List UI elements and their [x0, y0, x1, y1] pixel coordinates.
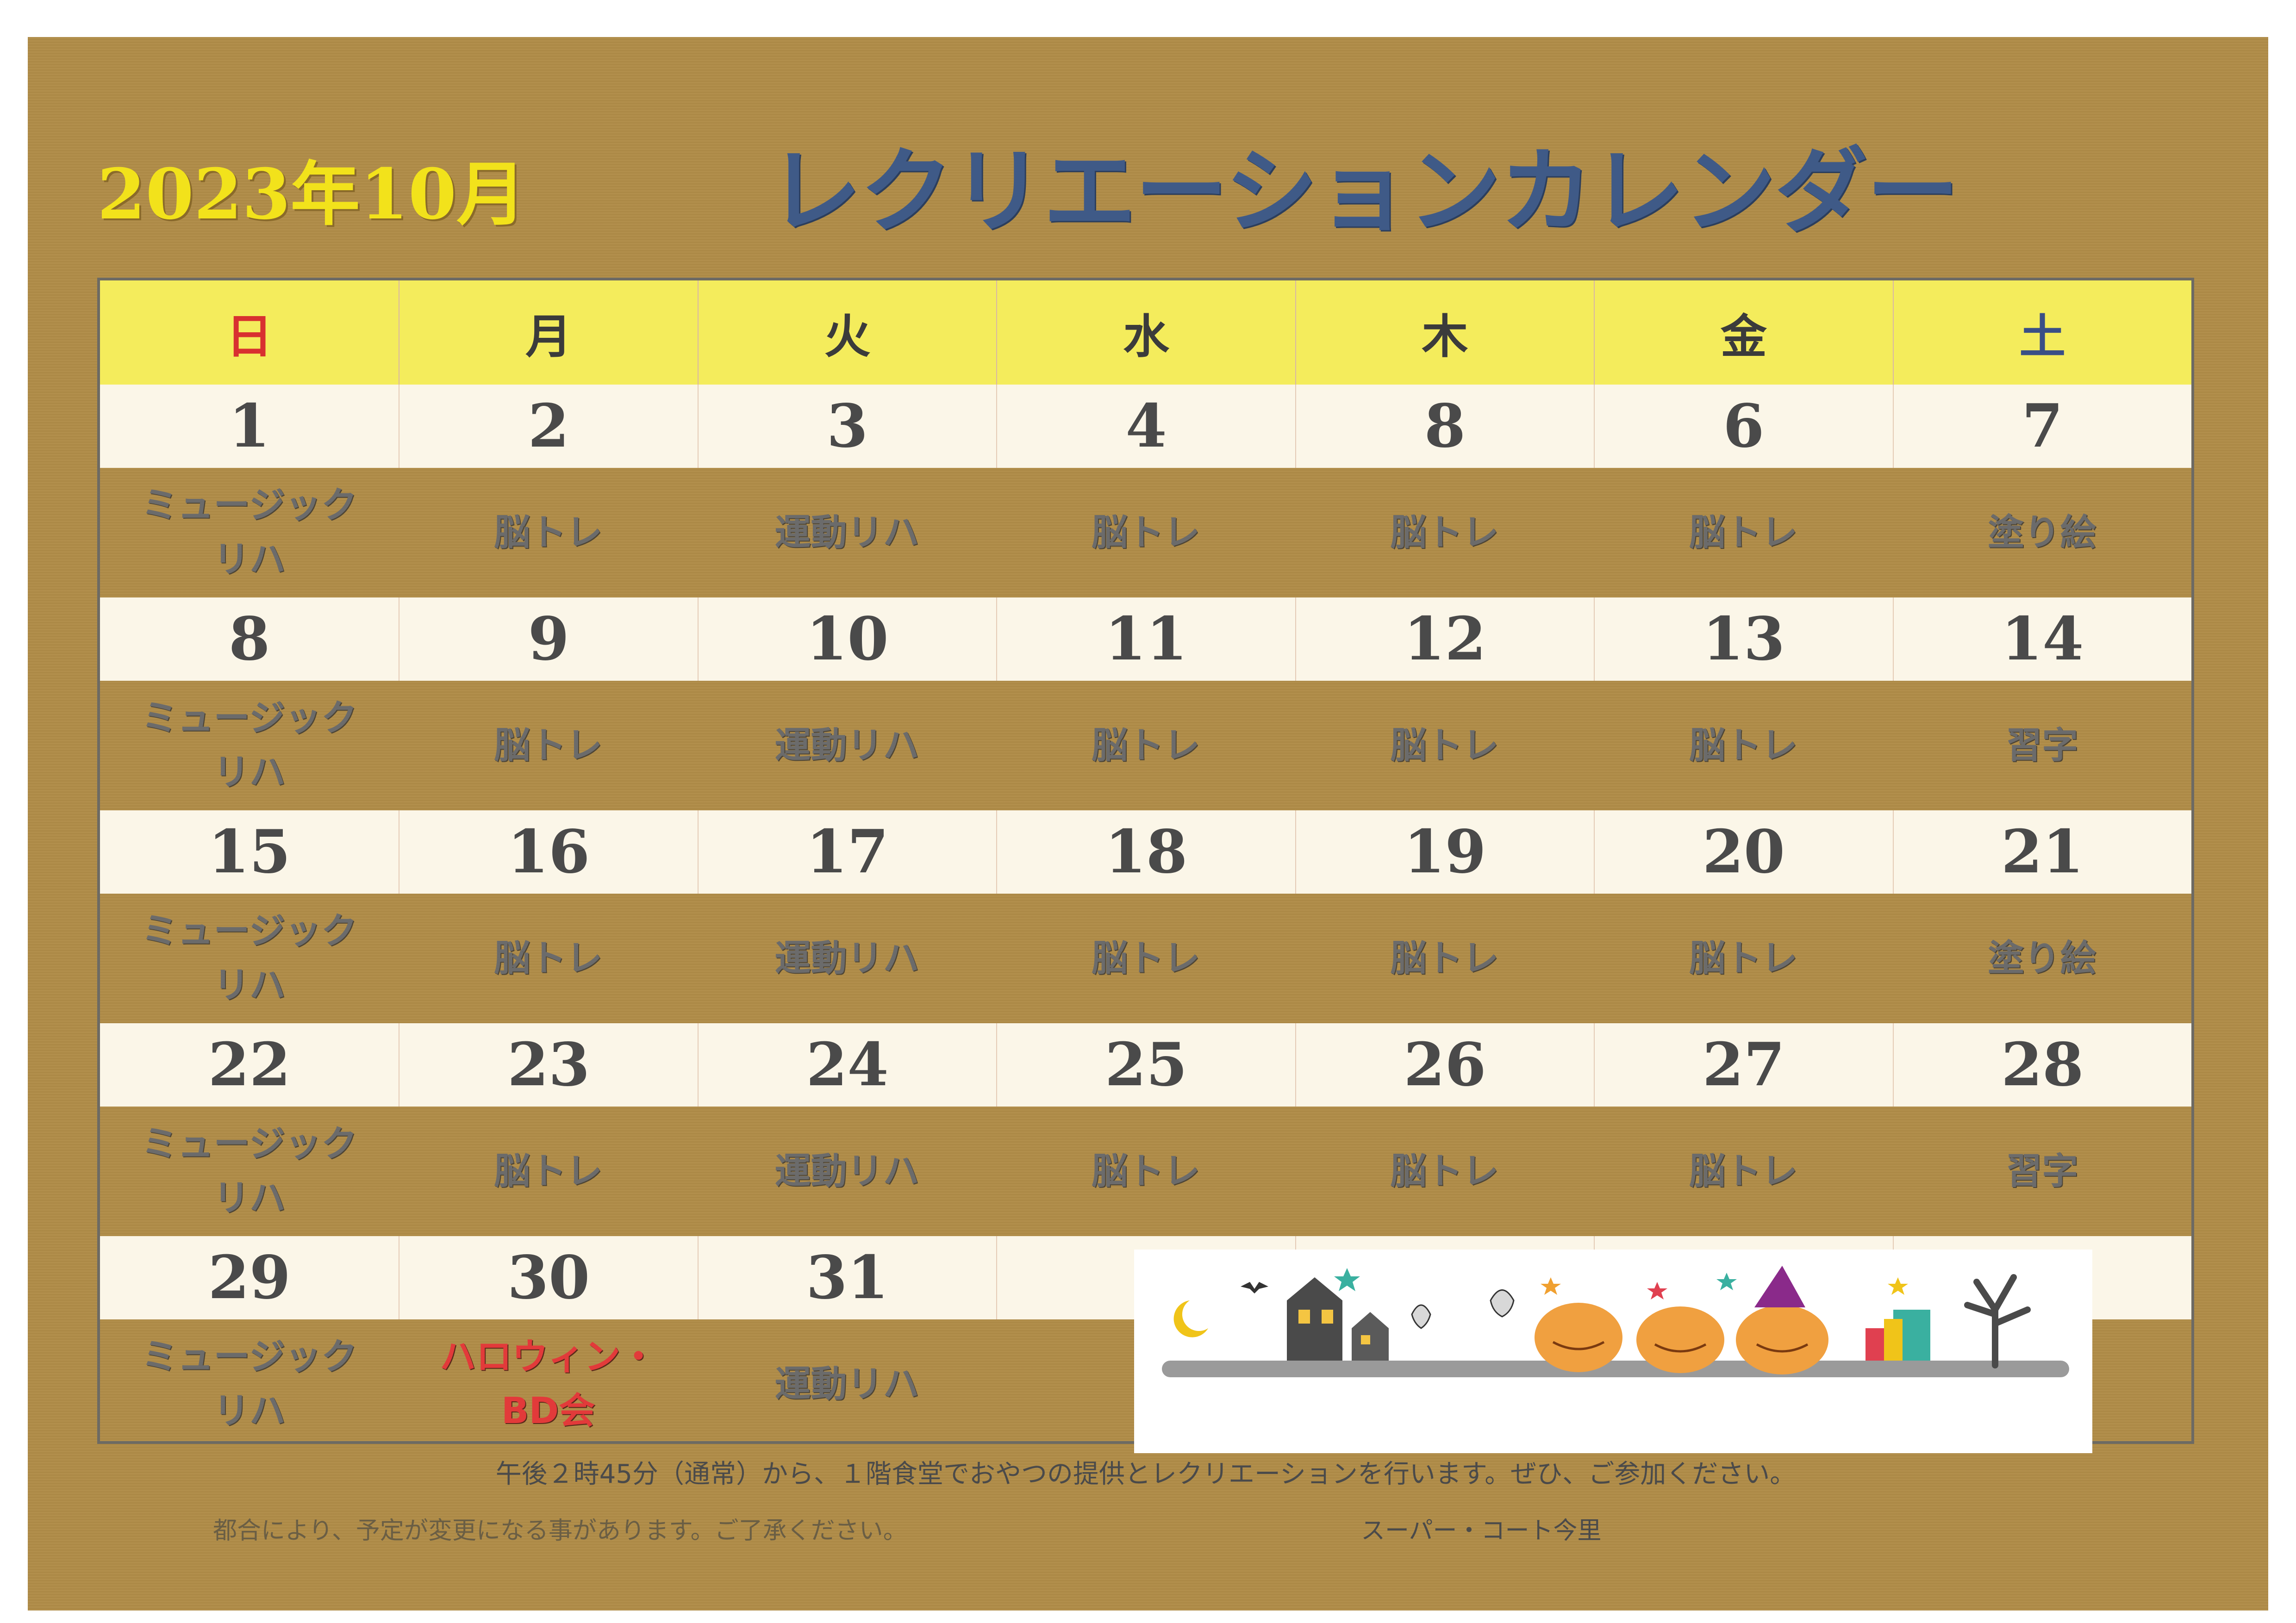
- activity-cell: 脳トレ: [1390, 511, 1499, 553]
- calendar-grid: 日 月 火 水 木 金 土 1 2 3 4 8 6 7 ミュージック リハ 脳トレ 運動リハ 脳トレ…: [97, 278, 2194, 1444]
- weekday-thu: 木: [1295, 280, 1594, 385]
- weekday-tue: 火: [697, 280, 996, 385]
- activity-cell: 脳トレ: [494, 937, 603, 979]
- activity-cell: 脳トレ: [1091, 1150, 1200, 1192]
- activity-cell: 習字: [2006, 724, 2078, 766]
- weekday-mon: 月: [399, 280, 697, 385]
- halloween-scene-icon: [1134, 1250, 2092, 1453]
- date-cell: [996, 1236, 1295, 1319]
- activity-row: ミュージック リハ 脳トレ 運動リハ 脳トレ 脳トレ 脳トレ 習字: [100, 1107, 2191, 1236]
- activity-row: ミュージック リハ ハロウィン・ BD会 運動リハ: [100, 1319, 2191, 1449]
- date-cell: 1: [229, 392, 270, 461]
- date-cell: 8: [229, 604, 270, 674]
- date-cell: 8: [1295, 385, 1594, 468]
- date-cell: 19: [1295, 810, 1594, 894]
- activity-cell: 運動リハ: [774, 1363, 919, 1405]
- date-cell: 10: [697, 597, 996, 681]
- activity-cell: 脳トレ: [1689, 937, 1797, 979]
- date-cell: 26: [1295, 1023, 1594, 1107]
- weekday-fri: 金: [1594, 280, 1892, 385]
- date-row: 15 16 17 18 19 20 21: [100, 810, 2191, 894]
- date-cell: 23: [399, 1023, 697, 1107]
- date-cell: 29: [208, 1243, 291, 1312]
- activity-cell: 脳トレ: [494, 1150, 603, 1192]
- title-main: レクリエーションカレンダー: [768, 138, 1959, 246]
- date-cell: 15: [208, 817, 291, 887]
- title-year-month: 2023年10月: [97, 154, 526, 235]
- date-cell: 24: [697, 1023, 996, 1107]
- date-cell: 2: [399, 385, 697, 468]
- date-cell: 4: [996, 385, 1295, 468]
- date-cell: 18: [996, 810, 1295, 894]
- activity-cell: 運動リハ: [774, 511, 919, 553]
- date-cell: 9: [399, 597, 697, 681]
- halloween-illustration: [1134, 1250, 2092, 1453]
- activity-cell: 脳トレ: [1091, 937, 1200, 979]
- activity-cell: ミュージック リハ: [141, 1336, 357, 1432]
- date-cell: 6: [1594, 385, 1892, 468]
- activity-row: ミュージック リハ 脳トレ 運動リハ 脳トレ 脳トレ 脳トレ 塗り絵: [100, 894, 2191, 1023]
- date-cell: 31: [697, 1236, 996, 1319]
- activity-cell: ミュージック リハ: [141, 1123, 357, 1219]
- footer-organization: スーパー・コート今里: [1361, 1517, 1602, 1545]
- footer-change-note: 都合により、予定が変更になる事があります。ご了承ください。: [213, 1517, 907, 1545]
- activity-cell: ミュージック リハ: [141, 697, 357, 793]
- date-cell: 21: [1892, 810, 2191, 894]
- date-cell: 13: [1594, 597, 1892, 681]
- activity-cell: ミュージック リハ: [141, 910, 357, 1006]
- activity-row: ミュージック リハ 脳トレ 運動リハ 脳トレ 脳トレ 脳トレ 習字: [100, 681, 2191, 810]
- weekday-sun: 日: [226, 310, 273, 364]
- date-cell: 16: [399, 810, 697, 894]
- date-cell: 27: [1594, 1023, 1892, 1107]
- weekday-wed: 水: [996, 280, 1295, 385]
- activity-cell: ハロウィン・ BD会: [440, 1336, 657, 1432]
- activity-cell: 運動リハ: [774, 937, 919, 979]
- activity-cell: 脳トレ: [1689, 724, 1797, 766]
- activity-cell: 習字: [2006, 1150, 2078, 1192]
- activity-cell: 脳トレ: [1390, 1150, 1499, 1192]
- activity-cell: 運動リハ: [774, 1150, 919, 1192]
- activity-cell: 脳トレ: [1390, 937, 1499, 979]
- date-cell: 11: [996, 597, 1295, 681]
- activity-cell: 脳トレ: [494, 511, 603, 553]
- weekday-sat: 土: [1892, 280, 2191, 385]
- activity-cell: ミュージック リハ: [141, 485, 357, 580]
- activity-cell: 脳トレ: [1091, 511, 1200, 553]
- activity-cell: 塗り絵: [1988, 511, 2096, 553]
- date-cell: 3: [697, 385, 996, 468]
- date-cell: 30: [399, 1236, 697, 1319]
- date-cell: 12: [1295, 597, 1594, 681]
- footer-notice: 午後２時45分（通常）から、１階食堂でおやつの提供とレクリエーションを行います。…: [495, 1459, 1796, 1489]
- date-cell: 17: [697, 810, 996, 894]
- date-cell: 20: [1594, 810, 1892, 894]
- activity-cell: 脳トレ: [1689, 1150, 1797, 1192]
- date-cell: 28: [1892, 1023, 2191, 1107]
- date-row: 8 9 10 11 12 13 14: [100, 597, 2191, 681]
- date-cell: 25: [996, 1023, 1295, 1107]
- date-row: 22 23 24 25 26 27 28: [100, 1023, 2191, 1107]
- activity-cell: 運動リハ: [774, 724, 919, 766]
- date-cell: 7: [1892, 385, 2191, 468]
- date-cell: 14: [1892, 597, 2191, 681]
- activity-cell: 脳トレ: [1091, 724, 1200, 766]
- activity-cell: 脳トレ: [1390, 724, 1499, 766]
- activity-cell: 脳トレ: [494, 724, 603, 766]
- activity-cell: 脳トレ: [1689, 511, 1797, 553]
- weekday-header-row: 日 月 火 水 木 金 土: [100, 280, 2191, 385]
- date-cell: 22: [208, 1030, 291, 1100]
- activity-row: ミュージック リハ 脳トレ 運動リハ 脳トレ 脳トレ 脳トレ 塗り絵: [100, 468, 2191, 597]
- activity-cell: 塗り絵: [1988, 937, 2096, 979]
